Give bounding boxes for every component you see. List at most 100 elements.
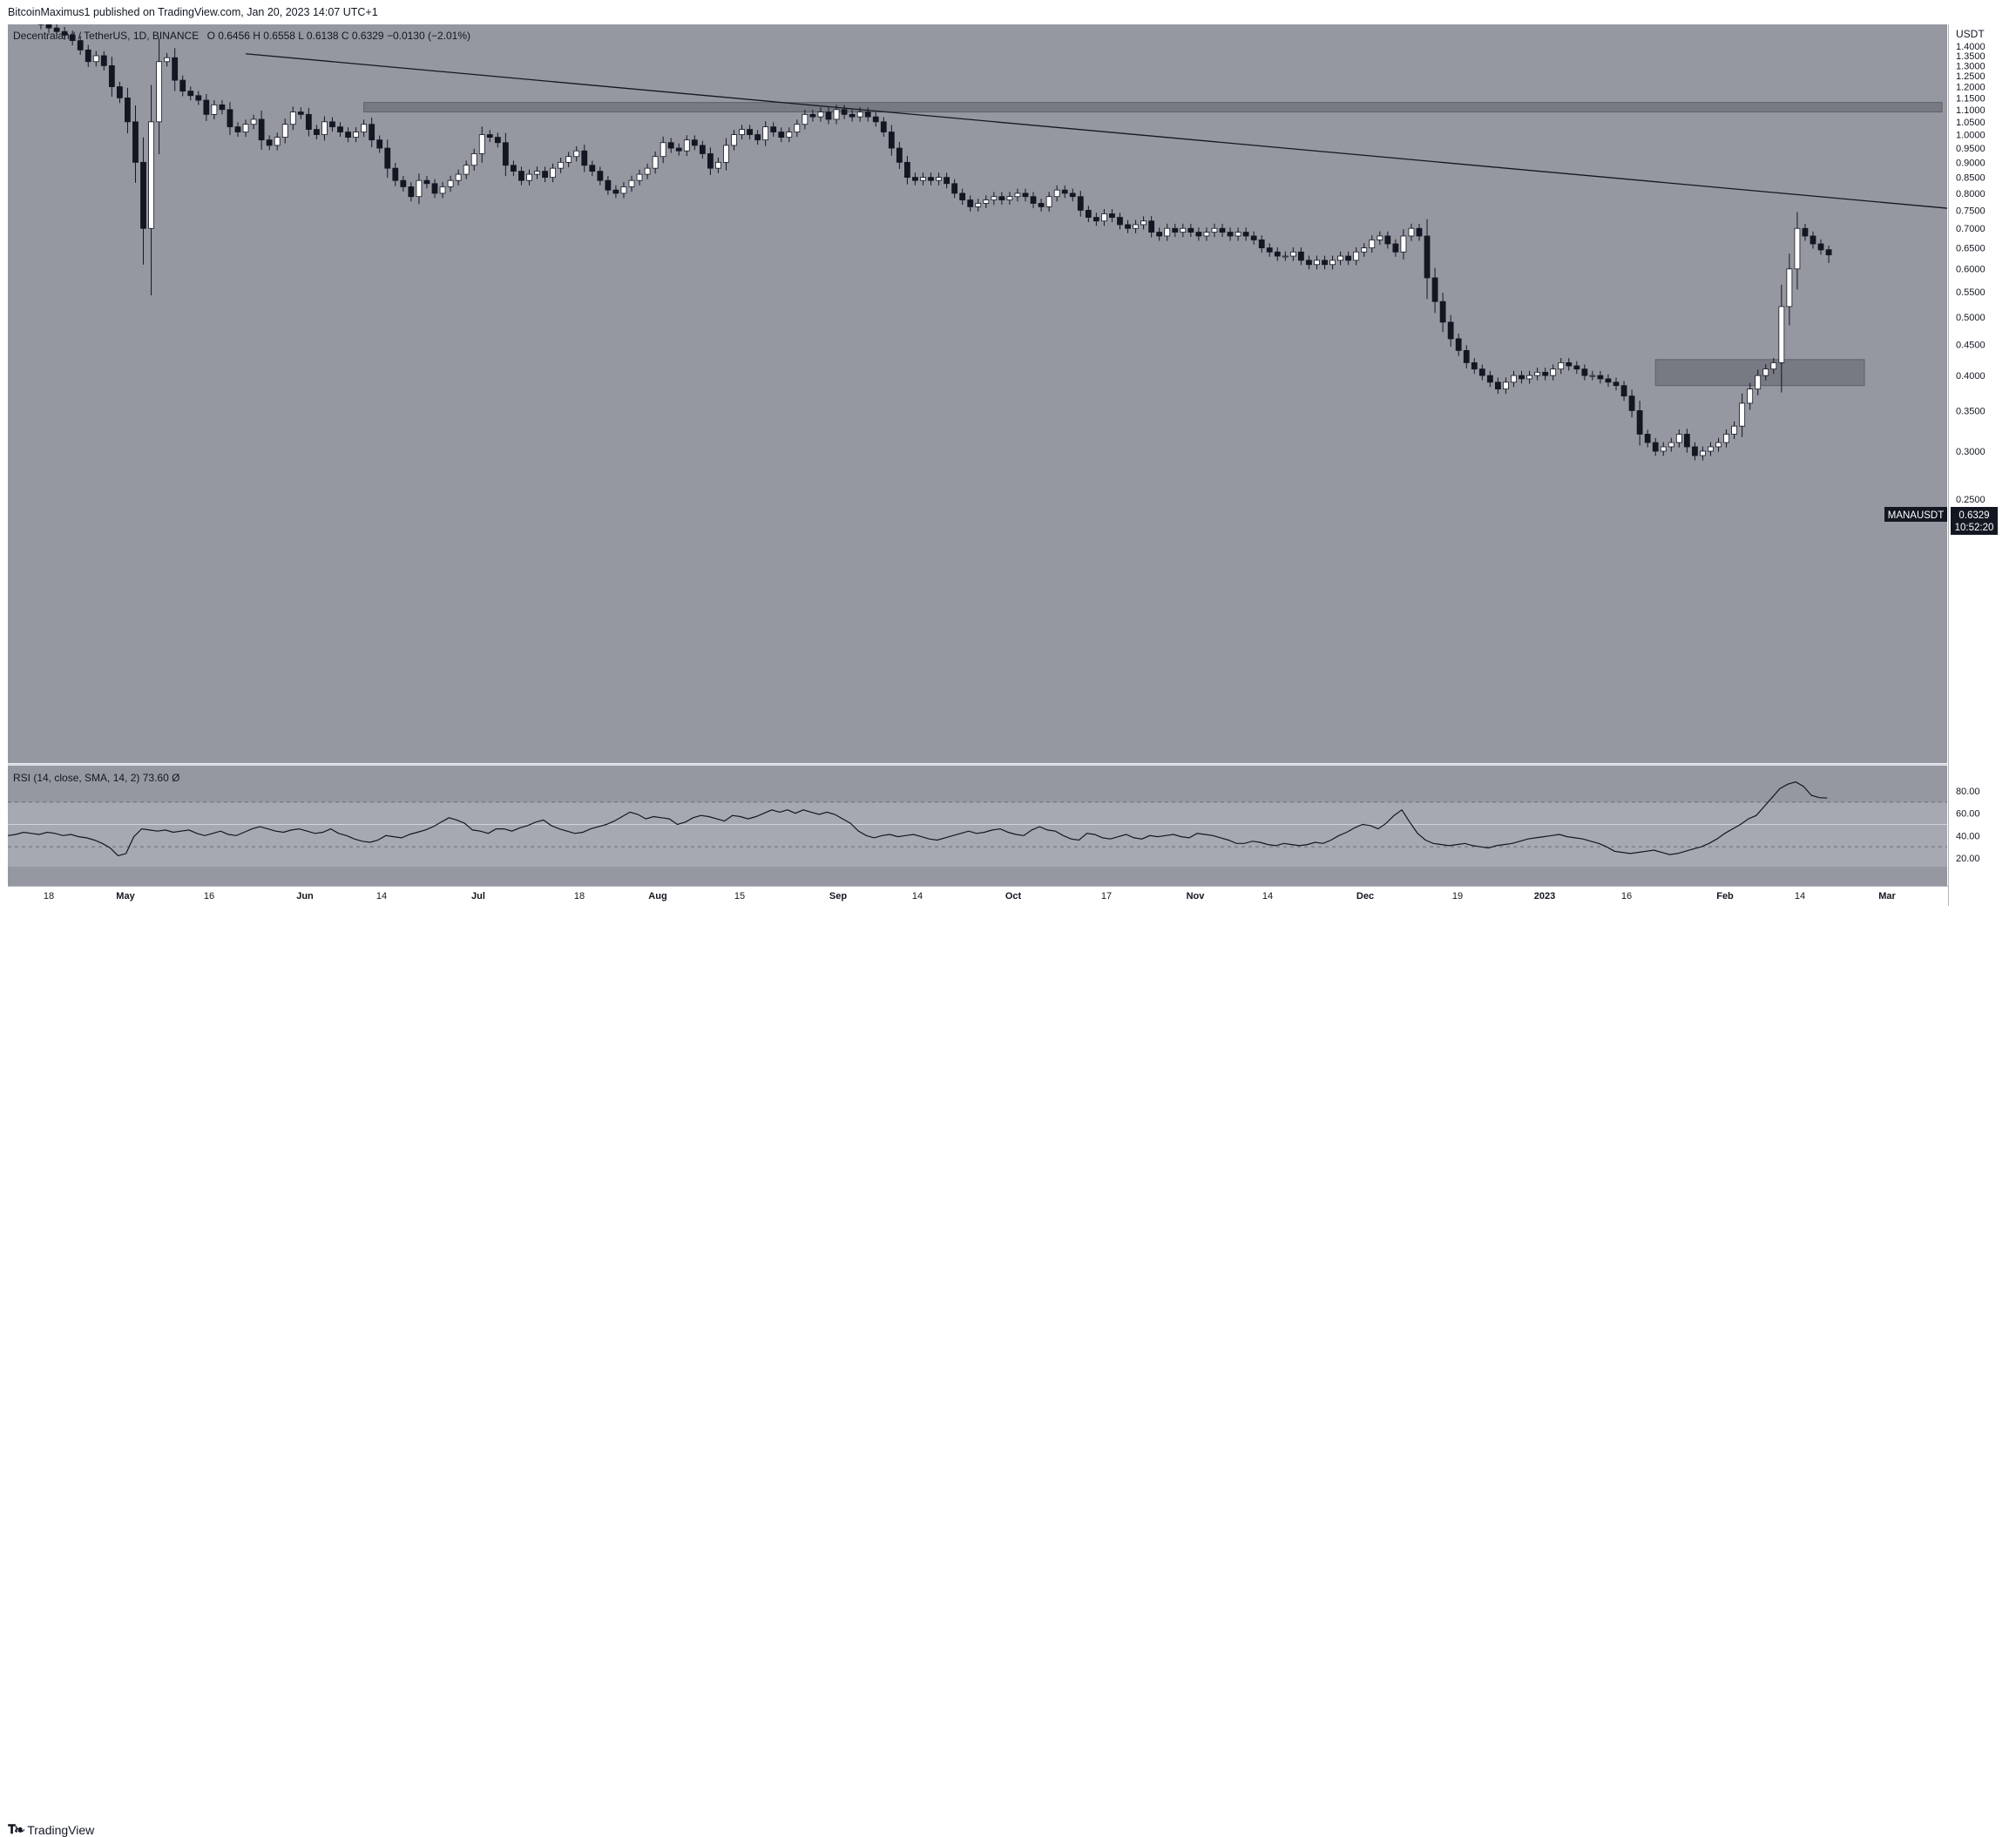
price-tick: 0.9000 <box>1956 158 1986 168</box>
candle-up <box>1361 247 1368 253</box>
time-tick: Mar <box>1878 891 1896 902</box>
candle-up <box>1289 251 1296 257</box>
time-tick: Dec <box>1356 891 1374 902</box>
candle-down <box>1486 375 1493 383</box>
time-axis-ticks: 18 May 16 Jun 14 Jul 18 Aug 15 Sep 14 Oct 17 Nov 14 Dec… <box>44 891 1897 902</box>
candle-down <box>258 118 265 141</box>
candle-down <box>1597 375 1604 380</box>
candle-down <box>384 147 391 169</box>
candle-up <box>289 111 296 125</box>
rsi-line <box>8 781 1828 857</box>
candle-down <box>967 199 974 207</box>
candle-down <box>1219 227 1226 233</box>
time-tick: 14 <box>1262 891 1273 902</box>
candle-down <box>699 145 706 154</box>
candle-down <box>841 109 848 115</box>
candle-up <box>1400 235 1407 253</box>
candle-down <box>1802 227 1809 237</box>
candle-down <box>747 129 753 135</box>
candle-down <box>329 121 335 128</box>
candle-up <box>1377 235 1383 240</box>
candle-down <box>778 132 785 138</box>
time-tick: 18 <box>574 891 585 902</box>
candle-up <box>620 186 627 194</box>
price-tick: 1.2500 <box>1956 71 1986 82</box>
candle-down <box>1077 196 1084 211</box>
price-tick: 1.2000 <box>1956 83 1986 93</box>
candle-down <box>1148 220 1155 233</box>
currency-label: USDT <box>1956 28 1985 40</box>
rsi-tick: 40.00 <box>1956 831 1980 841</box>
price-tick: 0.3000 <box>1956 447 1986 457</box>
candle-up <box>652 156 659 169</box>
candle-down <box>423 179 430 185</box>
candle-up <box>660 142 666 158</box>
price-tick: 1.0500 <box>1956 118 1986 128</box>
candle-down <box>203 99 210 115</box>
candle-down <box>1581 368 1588 376</box>
candle-up <box>1534 371 1540 376</box>
tradingview-brand: TradingView <box>27 1822 95 1837</box>
candle-down <box>1471 362 1478 370</box>
candle-up <box>281 124 288 138</box>
candle-up <box>573 150 580 158</box>
price-axis[interactable] <box>1949 24 2016 886</box>
candle-down <box>1566 362 1573 367</box>
candle-up <box>856 111 863 118</box>
descending-trendline[interactable] <box>245 53 2016 256</box>
time-axis[interactable] <box>8 886 1947 906</box>
candle-down <box>675 147 682 152</box>
time-tick: Jun <box>296 891 314 902</box>
time-tick: 14 <box>376 891 387 902</box>
candle-up <box>817 111 824 118</box>
candle-up <box>321 121 328 135</box>
candle-up <box>636 173 643 181</box>
price-pane[interactable] <box>8 24 1947 763</box>
candle-up <box>1526 375 1532 380</box>
candle-up <box>1723 434 1729 443</box>
candle-down <box>1022 192 1029 198</box>
candle-down <box>1605 378 1612 383</box>
candle-up <box>455 173 462 181</box>
candle-up <box>353 132 360 138</box>
candle-up <box>242 124 249 132</box>
candle-down <box>542 171 548 179</box>
candle-down <box>944 177 950 185</box>
candle-down <box>45 24 52 29</box>
candle-down <box>1636 410 1643 435</box>
candle-up <box>1786 268 1793 307</box>
candle-down <box>1250 235 1257 240</box>
candle-down <box>951 183 958 194</box>
candle-down <box>1439 301 1446 323</box>
candle-down <box>880 121 887 132</box>
candle-up <box>1708 446 1714 452</box>
candle-down <box>518 171 524 181</box>
tradingview-logo[interactable]: 𝐓❧ TradingView <box>8 1822 94 1837</box>
candle-down <box>187 91 194 97</box>
price-tick: 1.1000 <box>1956 105 1986 116</box>
publication-info: BitcoinMaximus1 published on TradingView… <box>8 6 378 18</box>
symbol-tag-text: MANAUSDT <box>1888 510 1945 521</box>
price-tick: 1.0000 <box>1956 131 1986 141</box>
price-chart[interactable]: 1.40001.35001.30001.25001.20001.15001.10… <box>0 0 2016 940</box>
candle-down <box>589 165 596 172</box>
candle-down <box>1125 224 1131 229</box>
candle-up <box>1755 375 1762 390</box>
candle-up <box>1668 442 1674 448</box>
candle-down <box>195 95 202 101</box>
candle-down <box>864 111 871 118</box>
candle-up <box>936 177 942 181</box>
candle-up <box>1660 446 1667 452</box>
candle-down <box>1613 382 1620 387</box>
candle-up <box>1006 196 1013 200</box>
candle-up <box>1675 434 1682 443</box>
candle-up <box>1133 224 1139 229</box>
candle-down <box>53 27 60 32</box>
candle-down <box>1519 375 1525 380</box>
candle-down <box>1810 235 1816 245</box>
price-tick: 0.2500 <box>1956 495 1986 505</box>
time-tick: Feb <box>1716 891 1734 902</box>
candle-down <box>1495 382 1501 390</box>
candle-up <box>92 55 99 63</box>
candle-up <box>1700 450 1706 456</box>
